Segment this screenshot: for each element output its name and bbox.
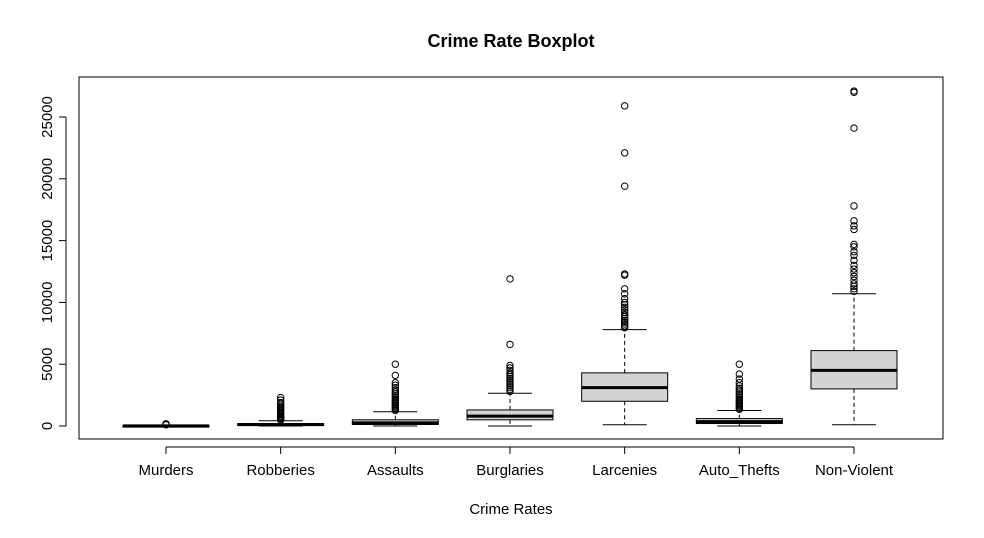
outlier-point (276, 393, 285, 402)
box-larcenies (581, 102, 669, 426)
x-tick-label: Non-Violent (815, 462, 894, 479)
outlier-point (850, 225, 858, 234)
outlier-point (506, 369, 514, 377)
outlier-point (391, 371, 400, 380)
y-tick-label: 0 (39, 422, 56, 430)
outlier-point (735, 379, 744, 387)
outlier-point (850, 87, 858, 95)
x-tick-label: Assaults (367, 462, 424, 479)
outlier-point (620, 308, 629, 316)
plot-frame (78, 76, 944, 440)
box-robberies (237, 393, 325, 427)
outlier-point (620, 298, 629, 307)
outlier-point (620, 311, 629, 319)
box-burglaries (466, 275, 554, 427)
outlier-point (850, 124, 858, 132)
outlier-point (620, 294, 629, 303)
y-tick-label: 10000 (39, 282, 56, 324)
outlier-point (276, 398, 285, 407)
box-assaults (351, 360, 439, 427)
outlier-point (506, 366, 514, 375)
boxes-group (122, 87, 898, 429)
outlier-point (391, 379, 400, 387)
outlier-point (506, 275, 514, 283)
box-non-violent (810, 87, 898, 426)
outlier-point (735, 360, 744, 368)
outlier-point (391, 386, 400, 394)
outlier-point (735, 375, 744, 383)
outlier-point (735, 384, 744, 393)
y-tick-label: 20000 (39, 158, 56, 200)
y-tick-label: 5000 (39, 348, 56, 381)
x-tick-label: Burglaries (476, 462, 544, 479)
y-axis: 0 5000 10000 15000 20000 25000 (39, 96, 67, 430)
outlier-point (506, 340, 514, 349)
y-tick-label: 15000 (39, 220, 56, 262)
outlier-point (850, 265, 858, 273)
outlier-point (506, 364, 514, 372)
outlier-point (276, 396, 285, 404)
outlier-point (850, 202, 858, 210)
outlier-point (850, 256, 858, 265)
outlier-point (735, 370, 744, 378)
outlier-point (850, 272, 858, 281)
x-tick-label: Auto_Thefts (699, 462, 780, 479)
chart-title: Crime Rate Boxplot (427, 31, 594, 51)
outlier-point (850, 276, 858, 284)
outlier-point (391, 360, 400, 368)
outlier-point (850, 217, 858, 225)
outlier-point (850, 280, 858, 288)
outlier-point (620, 270, 629, 278)
outlier-point (850, 287, 858, 295)
outlier-point (620, 303, 629, 312)
outlier-point (850, 243, 858, 251)
x-tick-label: Larcenies (592, 462, 657, 479)
outlier-point (850, 261, 858, 270)
outlier-point (620, 285, 629, 293)
outlier-point (620, 290, 629, 298)
outlier-point (850, 240, 858, 249)
outlier-point (850, 222, 858, 230)
outlier-point (162, 420, 170, 428)
x-tick-label: Robberies (246, 462, 314, 479)
outlier-point (506, 361, 514, 370)
outlier-point (620, 149, 629, 157)
outlier-point (391, 381, 400, 389)
box-murders (122, 420, 210, 429)
outlier-point (850, 251, 858, 260)
outlier-point (850, 248, 858, 256)
x-axis-label: Crime Rates (469, 501, 552, 518)
outlier-point (850, 269, 858, 277)
x-axis: Murders Robberies Assaults Burglaries Larcen… (138, 446, 894, 479)
outlier-point (620, 306, 629, 314)
outlier-point (391, 383, 400, 392)
y-tick-label: 25000 (39, 96, 56, 138)
box-auto-thefts (695, 360, 783, 427)
outlier-point (850, 285, 858, 293)
outlier-point (620, 182, 629, 190)
outlier-point (620, 102, 629, 110)
x-tick-label: Murders (138, 462, 193, 479)
